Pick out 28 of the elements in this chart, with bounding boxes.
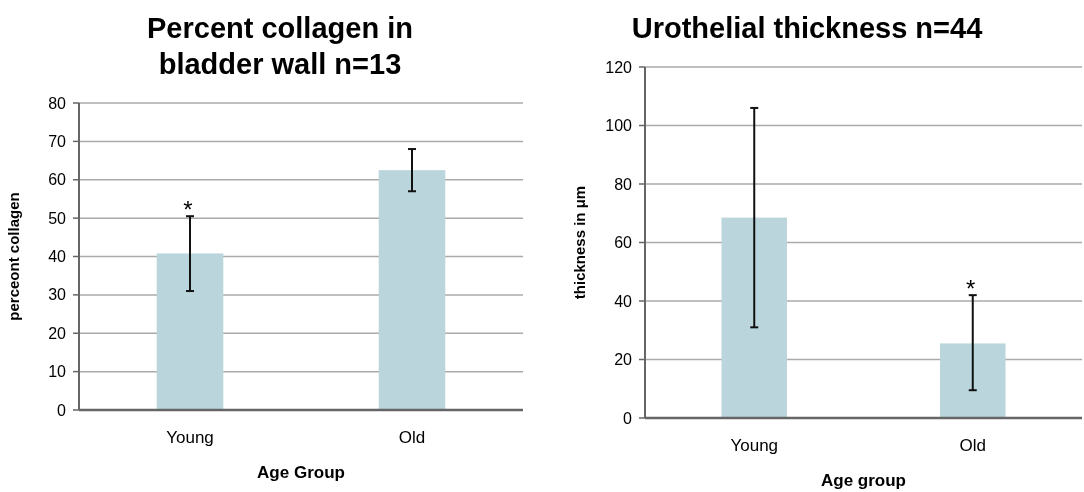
x-axis-title: Age group: [821, 471, 906, 490]
y-tick-label: 20: [48, 324, 67, 342]
annotation: *: [966, 275, 976, 303]
y-tick-label: 120: [605, 58, 633, 76]
y-tick-label: 80: [48, 94, 67, 112]
y-tick-label: 40: [48, 248, 67, 266]
y-tick-label: 60: [48, 171, 67, 189]
y-tick-label: 20: [614, 351, 633, 369]
y-tick-label: 0: [57, 401, 67, 419]
y-tick-label: 40: [614, 292, 633, 310]
y-tick-label: 100: [605, 117, 633, 135]
x-tick-label: Young: [730, 436, 779, 455]
y-tick-label: 10: [48, 363, 67, 381]
y-tick-label: 80: [614, 175, 633, 193]
y-tick-label: 0: [623, 409, 633, 427]
chart-title: Percent collagen in bladder wall n=13: [147, 12, 413, 80]
y-axis-title: perceont collagen: [5, 192, 22, 321]
x-tick-label: Young: [166, 428, 214, 447]
chart-title: Urothelial thickness n=44: [631, 12, 983, 44]
y-tick-label: 70: [48, 132, 67, 150]
y-tick-label: 30: [48, 286, 67, 304]
x-tick-label: Old: [398, 428, 426, 447]
x-tick-label: Old: [959, 436, 986, 455]
y-tick-label: 60: [614, 234, 633, 252]
x-axis-title: Age Group: [257, 463, 345, 482]
y-axis-title: thickness in μm: [571, 185, 588, 300]
y-tick-label: 50: [48, 209, 67, 227]
annotation: *: [183, 196, 193, 224]
